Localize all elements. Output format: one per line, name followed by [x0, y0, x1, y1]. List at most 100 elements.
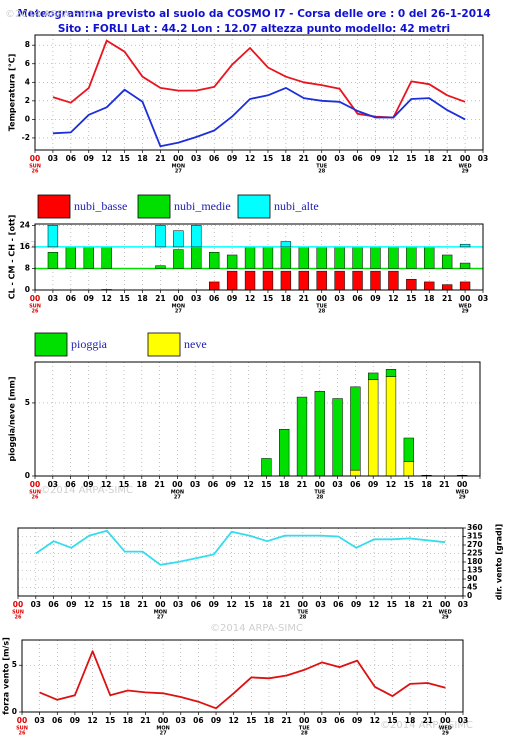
- day-date: 27: [157, 615, 164, 621]
- day-date: 28: [318, 169, 325, 175]
- x-tick-label: 12: [226, 600, 236, 609]
- cloud-bar: [262, 270, 274, 291]
- x-tick-label: 21: [423, 716, 433, 725]
- x-tick-label: 09: [227, 294, 237, 303]
- day-label: MON: [172, 304, 185, 310]
- x-tick-label: 15: [119, 154, 129, 163]
- x-tick-label: 15: [119, 294, 129, 303]
- y-tick-label: 0: [25, 114, 30, 123]
- precip-bar: [350, 469, 361, 477]
- x-tick-label: 06: [333, 600, 343, 609]
- y-tick-label: 270: [467, 540, 483, 549]
- day-label: TUE: [316, 164, 327, 170]
- x-tick-label: 06: [209, 294, 219, 303]
- x-tick-label: 06: [209, 154, 219, 163]
- day-label: SUN: [12, 610, 24, 616]
- cloud-bar: [424, 246, 435, 269]
- day-label: SUN: [29, 304, 41, 310]
- y-tick-label: 0: [467, 591, 472, 600]
- cloud-bar: [209, 281, 220, 291]
- x-tick-label: 00: [13, 600, 23, 609]
- y-axis-label: forza vento [m/s]: [2, 637, 11, 715]
- x-tick-label: 06: [52, 716, 62, 725]
- day-date: 26: [19, 731, 26, 737]
- x-tick-label: 18: [404, 600, 414, 609]
- x-tick-label: 09: [351, 600, 361, 609]
- x-tick-label: 18: [281, 154, 291, 163]
- x-tick-label: 06: [65, 480, 75, 489]
- x-tick-label: 15: [261, 480, 271, 489]
- x-tick-label: 21: [280, 600, 290, 609]
- legend-label: nubi_medie: [174, 199, 231, 213]
- day-date: 29: [462, 169, 469, 175]
- x-tick-label: 18: [424, 294, 434, 303]
- watermark: ©2014 ARPA-SIMC: [5, 9, 98, 20]
- x-tick-label: 09: [226, 480, 236, 489]
- cloud-bar: [388, 270, 399, 291]
- line-series: [52, 87, 466, 148]
- cloud-bar: [370, 270, 381, 291]
- legend-label: pioggia: [71, 337, 108, 351]
- x-tick-label: 09: [84, 294, 94, 303]
- cloud-bar: [459, 281, 471, 291]
- x-tick-label: 03: [317, 716, 327, 725]
- y-axis-label: dir. vento [gradi]: [495, 524, 504, 600]
- x-tick-label: 06: [208, 480, 218, 489]
- cloud-bar: [173, 230, 184, 248]
- y-axis-label: Temperatura [°C]: [8, 54, 17, 131]
- x-tick-label: 12: [388, 294, 398, 303]
- day-label: TUE: [297, 610, 308, 616]
- day-label: MON: [154, 610, 167, 616]
- x-tick-label: 12: [245, 154, 255, 163]
- x-tick-label: 21: [439, 480, 449, 489]
- day-date: 26: [32, 495, 39, 501]
- chart-subtitle: Sito : FORLI Lat : 44.2 Lon : 12.07 alte…: [58, 23, 450, 35]
- x-tick-label: 06: [350, 480, 360, 489]
- cloud-bar: [173, 249, 184, 269]
- x-tick-label: 12: [84, 600, 94, 609]
- chart-title: Meteogramma previsto al suolo da COSMO I…: [17, 8, 490, 20]
- x-tick-label: 00: [457, 480, 467, 489]
- x-tick-label: 06: [191, 600, 201, 609]
- cloud-bar: [459, 262, 471, 269]
- x-tick-label: 00: [460, 294, 470, 303]
- day-date: 28: [301, 731, 308, 737]
- x-tick-label: 00: [298, 600, 308, 609]
- x-tick-label: 09: [368, 480, 378, 489]
- x-tick-label: 12: [228, 716, 238, 725]
- cloud-bar: [334, 246, 345, 269]
- day-date: 27: [175, 309, 182, 315]
- y-tick-label: 24: [20, 220, 30, 229]
- y-tick-label: 0: [12, 707, 17, 716]
- x-tick-label: 18: [421, 480, 431, 489]
- x-tick-label: 18: [120, 600, 130, 609]
- cloud-bar: [155, 265, 166, 269]
- precip-bar: [279, 428, 290, 477]
- x-tick-label: 18: [262, 600, 272, 609]
- x-tick-label: 15: [102, 600, 112, 609]
- x-tick-label: 00: [155, 600, 165, 609]
- x-tick-label: 21: [281, 716, 291, 725]
- x-tick-label: 03: [190, 480, 200, 489]
- x-tick-label: 21: [442, 154, 452, 163]
- x-tick-label: 12: [388, 154, 398, 163]
- x-tick-label: 00: [460, 154, 470, 163]
- x-tick-label: 15: [105, 716, 115, 725]
- day-label: MON: [156, 726, 169, 732]
- x-tick-label: 03: [176, 716, 186, 725]
- x-tick-label: 06: [66, 154, 76, 163]
- y-tick-label: -2: [22, 133, 30, 142]
- day-label: MON: [172, 164, 185, 170]
- y-tick-label: 5: [12, 660, 17, 669]
- x-tick-label: 00: [30, 154, 40, 163]
- x-tick-label: 06: [48, 600, 58, 609]
- x-tick-label: 21: [137, 600, 147, 609]
- x-tick-label: 09: [70, 716, 80, 725]
- plot-area: [35, 35, 483, 150]
- cloud-bar: [352, 270, 363, 291]
- x-tick-label: 03: [478, 294, 488, 303]
- x-tick-label: 09: [352, 716, 362, 725]
- cloud-bar: [47, 225, 59, 248]
- x-tick-label: 00: [172, 480, 182, 489]
